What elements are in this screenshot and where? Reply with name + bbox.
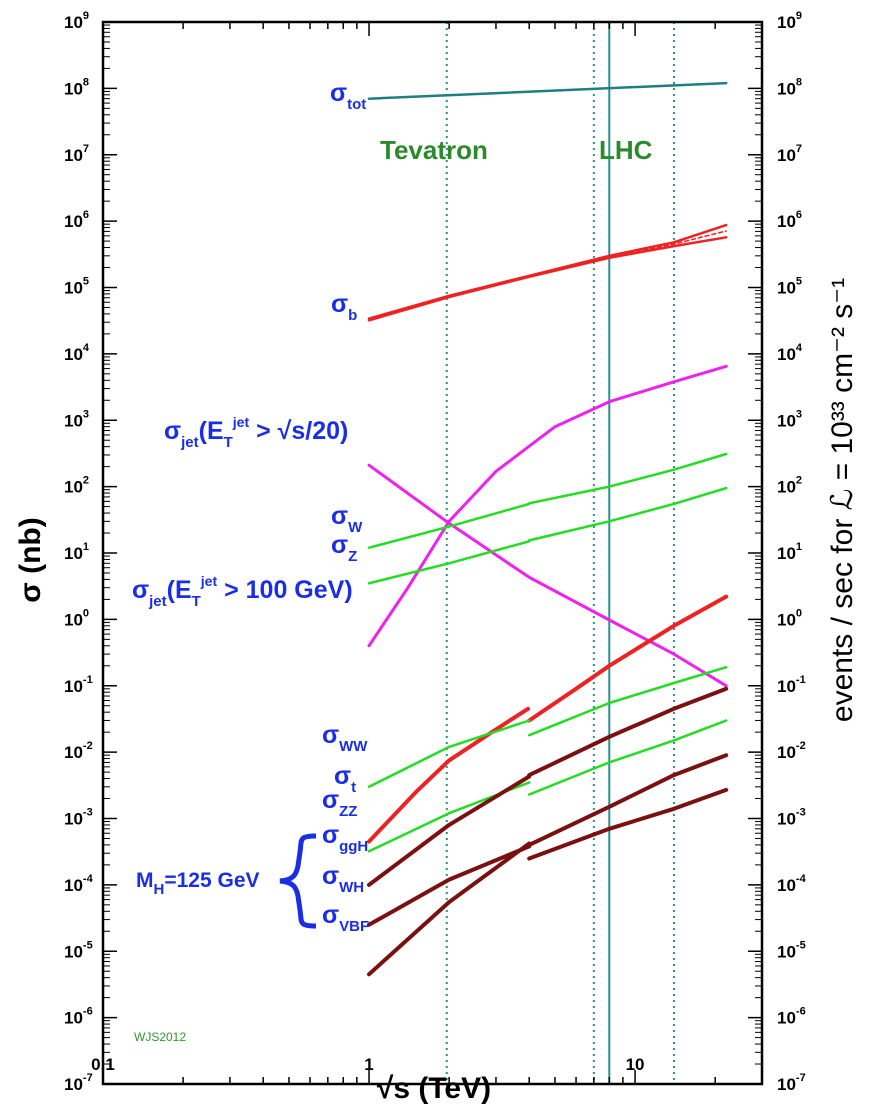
y-tick-label-right: 10-3 bbox=[777, 807, 806, 829]
label-sigma-ggh: σggH bbox=[322, 821, 368, 855]
series-ggH_low bbox=[367, 774, 532, 887]
series-WW_low bbox=[367, 719, 531, 789]
label-sigma-t: σt bbox=[334, 762, 356, 796]
y-tick-label-right: 102 bbox=[777, 475, 802, 497]
y2-axis-title: events / sec for ℒ = 10³³ cm⁻² s⁻¹ bbox=[826, 278, 859, 722]
plot-frame bbox=[101, 20, 764, 1086]
y-tick-label-right: 103 bbox=[777, 408, 802, 430]
y-tick-label-right: 10-4 bbox=[777, 873, 807, 895]
y-tick-label-left: 100 bbox=[64, 607, 89, 629]
x-axis-title: √s (TeV) bbox=[377, 1072, 491, 1105]
label-sigma-zz: σZZ bbox=[322, 786, 357, 820]
series-WH_low bbox=[367, 844, 532, 927]
x-tick-label: 10 bbox=[626, 1055, 645, 1074]
series-VBF_low bbox=[367, 841, 532, 977]
y-tick-label-left: 107 bbox=[64, 143, 89, 165]
y-tick-label-right: 106 bbox=[777, 209, 802, 231]
y-tick-label-left: 10-6 bbox=[64, 1006, 93, 1028]
data-curves bbox=[367, 81, 729, 977]
label-higgs-mass: MH=125 GeV bbox=[136, 869, 260, 898]
y-tick-label-left: 10-5 bbox=[64, 939, 93, 961]
series-jet_falling bbox=[367, 463, 728, 688]
label-sigma-tot: σtot bbox=[330, 79, 366, 113]
y-tick-label-left: 10-2 bbox=[64, 740, 93, 762]
y-tick-label-left: 108 bbox=[64, 76, 89, 98]
credit-label: WJS2012 bbox=[134, 1030, 186, 1044]
y-tick-label-left: 102 bbox=[64, 475, 89, 497]
y-tick-label-right: 104 bbox=[777, 342, 803, 364]
y-axis-title: σ (nb) bbox=[14, 517, 47, 603]
y-tick-label-left: 109 bbox=[64, 10, 89, 32]
y-tick-label-left: 10-3 bbox=[64, 807, 93, 829]
series-t_high bbox=[527, 594, 729, 723]
series-t_low bbox=[367, 706, 530, 844]
y-tick-label-left: 10-7 bbox=[64, 1072, 93, 1094]
label-sigma-vbf: σVBF bbox=[322, 901, 369, 935]
series-W_low bbox=[367, 502, 531, 549]
y-tick-label-right: 10-7 bbox=[777, 1072, 806, 1094]
label-sigma-jet-2: σjet(ETjet > 100 GeV) bbox=[132, 573, 353, 610]
label-sigma-w: σW bbox=[331, 502, 363, 536]
y-tick-label-right: 10-1 bbox=[777, 674, 806, 696]
y-tick-label-right: 100 bbox=[777, 607, 802, 629]
series-ZZ_high bbox=[527, 719, 728, 796]
series-W_high bbox=[527, 452, 728, 505]
y-tick-label-left: 105 bbox=[64, 276, 89, 298]
series-VBF_high bbox=[527, 753, 729, 847]
series-tot bbox=[367, 81, 728, 100]
series-b_b bbox=[367, 236, 728, 322]
series-WW_high bbox=[527, 665, 728, 737]
x-tick-label: 1 bbox=[364, 1055, 373, 1074]
y-tick-label-left: 10-1 bbox=[64, 674, 93, 696]
tevatron-label: Tevatron bbox=[380, 135, 488, 165]
label-sigma-z: σZ bbox=[331, 531, 357, 565]
y-tick-label-right: 10-6 bbox=[777, 1006, 806, 1028]
y-tick-label-right: 10-2 bbox=[777, 740, 806, 762]
y-tick-label-right: 10-5 bbox=[777, 939, 806, 961]
y-tick-label-left: 103 bbox=[64, 408, 89, 430]
series-labels: σtot σb σjet(ETjet > √s/20) σW σZ σjet(E… bbox=[132, 79, 369, 935]
y-tick-label-right: 108 bbox=[777, 76, 802, 98]
label-sigma-jet-1: σjet(ETjet > √s/20) bbox=[164, 414, 348, 451]
y-tick-label-left: 101 bbox=[64, 541, 89, 563]
y-tick-label-right: 107 bbox=[777, 143, 802, 165]
label-sigma-wh: σWH bbox=[322, 862, 364, 896]
y-tick-label-right: 105 bbox=[777, 276, 802, 298]
y-tick-label-right: 101 bbox=[777, 541, 802, 563]
label-sigma-ww: σWW bbox=[322, 721, 368, 755]
y-tick-label-left: 10-4 bbox=[64, 873, 94, 895]
y-tick-label-right: 109 bbox=[777, 10, 802, 32]
series-b_c bbox=[608, 230, 727, 258]
y-tick-label-left: 106 bbox=[64, 209, 89, 231]
reference-lines bbox=[445, 22, 675, 1084]
series-WH_high bbox=[527, 787, 729, 861]
series-ggH_high bbox=[527, 686, 729, 778]
series-Z_low bbox=[367, 540, 531, 585]
series-Z_high bbox=[527, 486, 728, 542]
lhc-label: LHC bbox=[599, 135, 653, 165]
higgs-brace bbox=[279, 833, 317, 929]
y-tick-label-left: 104 bbox=[64, 342, 90, 364]
series-jet_rising bbox=[367, 364, 728, 648]
label-sigma-b: σb bbox=[331, 290, 357, 324]
